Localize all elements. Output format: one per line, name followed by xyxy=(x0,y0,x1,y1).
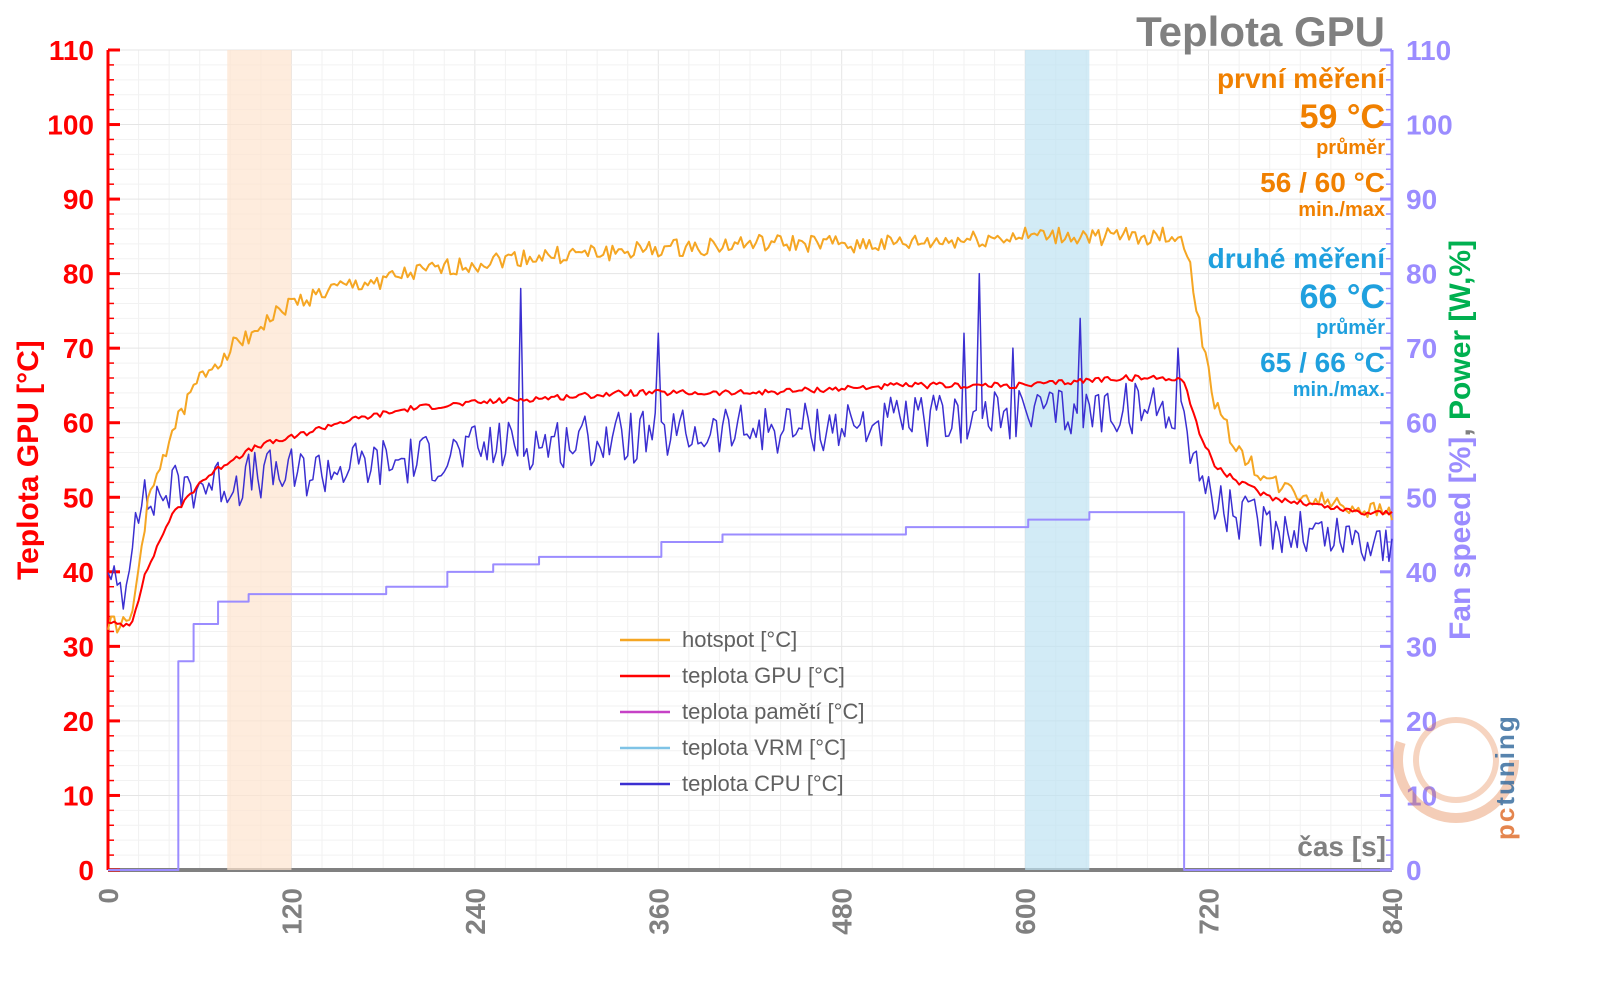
svg-text:40: 40 xyxy=(63,557,94,588)
svg-text:70: 70 xyxy=(1406,333,1437,364)
svg-text:10: 10 xyxy=(63,780,94,811)
svg-text:720: 720 xyxy=(1194,888,1225,935)
svg-text:0: 0 xyxy=(1406,855,1422,886)
svg-text:100: 100 xyxy=(47,110,94,141)
m1-sub1: průměr xyxy=(1316,137,1385,159)
y-right-label: Fan speed [%], Power [W,%] xyxy=(1444,240,1477,640)
first-measurement-band xyxy=(227,50,291,870)
m2-sub2: min./max. xyxy=(1293,379,1385,401)
legend-item: teplota GPU [°C] xyxy=(682,663,845,688)
svg-text:110: 110 xyxy=(1406,35,1451,66)
svg-text:80: 80 xyxy=(1406,259,1437,290)
svg-text:50: 50 xyxy=(1406,482,1437,513)
x-axis-label: čas [s] xyxy=(1297,831,1386,862)
svg-text:70: 70 xyxy=(63,333,94,364)
svg-text:30: 30 xyxy=(63,631,94,662)
m1-mm: 56 / 60 °C xyxy=(1260,167,1385,198)
m1-title: první měření xyxy=(1217,63,1386,94)
m2-title: druhé měření xyxy=(1208,243,1387,274)
svg-text:110: 110 xyxy=(49,35,94,66)
y-left-label: Teplota GPU [°C] xyxy=(12,340,45,580)
m1-val: 59 °C xyxy=(1300,98,1385,136)
legend-item: teplota CPU [°C] xyxy=(682,771,844,796)
svg-text:0: 0 xyxy=(93,888,124,904)
svg-text:20: 20 xyxy=(1406,706,1437,737)
chart-title: Teplota GPU xyxy=(1136,8,1385,55)
legend-item: teplota VRM [°C] xyxy=(682,735,846,760)
y-axis-left: 0 10 20 30 40 50 60 70 80 90 100 110 Teplota GPU [°C… xyxy=(12,35,120,886)
svg-text:80: 80 xyxy=(63,259,94,290)
svg-text:60: 60 xyxy=(63,408,94,439)
svg-text:90: 90 xyxy=(63,184,94,215)
svg-text:0: 0 xyxy=(78,855,94,886)
legend-item: teplota pamětí [°C] xyxy=(682,699,864,724)
m2-val: 66 °C xyxy=(1300,278,1385,316)
m2-sub1: průměr xyxy=(1316,317,1385,339)
svg-text:50: 50 xyxy=(63,482,94,513)
svg-text:40: 40 xyxy=(1406,557,1437,588)
legend-item: hotspot [°C] xyxy=(682,627,797,652)
svg-text:90: 90 xyxy=(1406,184,1437,215)
m2-mm: 65 / 66 °C xyxy=(1260,347,1385,378)
svg-text:60: 60 xyxy=(1406,408,1437,439)
svg-text:840: 840 xyxy=(1377,888,1408,935)
svg-text:600: 600 xyxy=(1010,888,1041,935)
svg-text:pctuning: pctuning xyxy=(1490,714,1520,840)
svg-text:360: 360 xyxy=(643,888,674,935)
second-measurement-band xyxy=(1025,50,1089,870)
svg-text:20: 20 xyxy=(63,706,94,737)
svg-text:30: 30 xyxy=(1406,631,1437,662)
svg-text:480: 480 xyxy=(827,888,858,935)
m1-sub2: min./max xyxy=(1298,199,1385,221)
svg-text:100: 100 xyxy=(1406,110,1453,141)
svg-text:240: 240 xyxy=(460,888,491,935)
svg-text:120: 120 xyxy=(276,888,307,935)
